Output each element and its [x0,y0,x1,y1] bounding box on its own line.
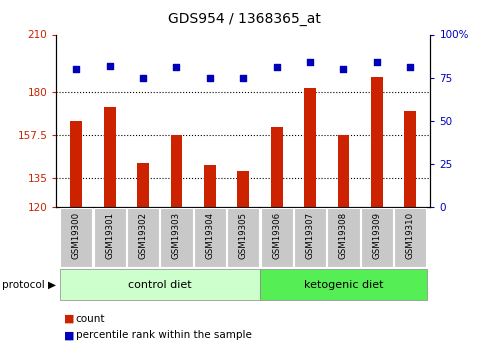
Text: count: count [76,314,105,324]
Text: ketogenic diet: ketogenic diet [303,280,383,289]
Text: ■: ■ [63,331,74,340]
Text: GSM19303: GSM19303 [172,212,181,259]
Point [239,75,246,80]
Point [172,65,180,70]
Bar [70,121,82,207]
Bar [94,208,125,267]
Text: GSM19307: GSM19307 [305,212,314,259]
Text: protocol ▶: protocol ▶ [2,280,56,290]
Bar [370,77,382,207]
Bar [260,269,426,300]
Bar [293,208,325,267]
Text: GDS954 / 1368365_at: GDS954 / 1368365_at [168,12,320,26]
Point [105,63,113,68]
Text: GSM19302: GSM19302 [138,212,147,259]
Text: control diet: control diet [128,280,191,289]
Bar [60,208,92,267]
Point [305,59,313,65]
Bar [227,208,259,267]
Bar [360,208,392,267]
Text: GSM19306: GSM19306 [272,212,281,259]
Bar [137,163,149,207]
Text: ■: ■ [63,314,74,324]
Bar [103,107,115,207]
Bar [270,127,282,207]
Bar [393,208,426,267]
Text: GSM19308: GSM19308 [338,212,347,259]
Point [72,66,80,72]
Bar [60,269,260,300]
Text: GSM19309: GSM19309 [372,212,381,259]
Bar [237,170,248,207]
Point [205,75,213,80]
Bar [160,208,192,267]
Point [406,65,413,70]
Text: GSM19310: GSM19310 [405,212,414,259]
Text: GSM19300: GSM19300 [72,212,81,259]
Text: percentile rank within the sample: percentile rank within the sample [76,331,251,340]
Text: GSM19305: GSM19305 [238,212,247,259]
Point [339,66,346,72]
Bar [203,165,215,207]
Bar [193,208,225,267]
Bar [170,135,182,207]
Point [372,59,380,65]
Bar [337,135,348,207]
Bar [260,208,292,267]
Bar [327,208,359,267]
Point [272,65,280,70]
Text: GSM19301: GSM19301 [105,212,114,259]
Bar [304,88,315,207]
Text: GSM19304: GSM19304 [205,212,214,259]
Bar [127,208,159,267]
Point [139,75,147,80]
Bar [404,111,415,207]
